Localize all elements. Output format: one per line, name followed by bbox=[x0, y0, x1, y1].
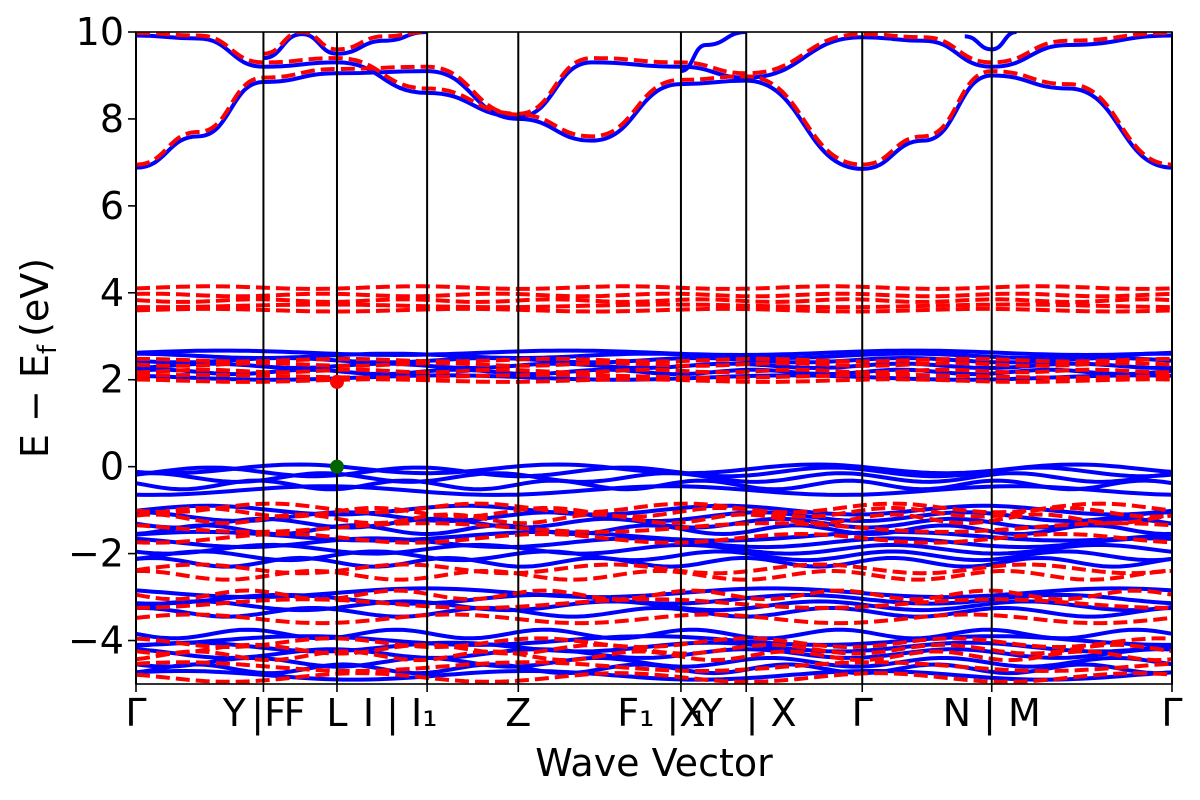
band-line-dashed bbox=[136, 377, 1172, 384]
x-tick-label: Z bbox=[505, 691, 531, 735]
y-tick-label: 4 bbox=[100, 271, 124, 315]
cbm-marker bbox=[329, 374, 344, 389]
band-line-solid bbox=[136, 471, 1172, 484]
band-line-dashed bbox=[136, 562, 1172, 576]
band-line-solid bbox=[964, 32, 1017, 52]
x-tick-label: F bbox=[284, 691, 306, 735]
y-axis-title-unit: (eV) bbox=[13, 258, 57, 337]
x-tick-label: ₁ bbox=[691, 691, 706, 735]
x-tick-label: |F bbox=[251, 691, 286, 736]
band-line-dashed bbox=[136, 297, 1172, 304]
band-line-solid bbox=[136, 33, 1172, 119]
band-line-dashed bbox=[136, 356, 1172, 364]
band-line-solid bbox=[136, 465, 1172, 479]
x-tick-label: I | I₁ bbox=[363, 691, 438, 736]
band-line-solid bbox=[136, 634, 1172, 647]
band-line-dashed bbox=[136, 32, 1172, 116]
y-axis: −4 −2 0 2 4 6 8 10 bbox=[68, 10, 136, 663]
band-line-solid bbox=[136, 69, 1172, 171]
y-axis-title: E − Ef (eV) bbox=[13, 258, 63, 458]
plot-frame bbox=[135, 31, 1173, 685]
band-line-dashed bbox=[136, 373, 1172, 380]
band-line-dashed bbox=[136, 506, 1172, 519]
band-line-solid bbox=[136, 606, 1172, 619]
band-line-dashed bbox=[136, 501, 1172, 515]
x-axis-title: Wave Vector bbox=[535, 741, 773, 785]
band-line-dashed bbox=[136, 512, 1172, 526]
y-tick-label: −4 bbox=[68, 619, 124, 663]
y-tick-label: 2 bbox=[100, 358, 124, 402]
y-tick-label: −2 bbox=[68, 532, 124, 576]
band-line-dashed bbox=[136, 302, 1172, 310]
band-line-solid bbox=[680, 32, 747, 74]
x-tick-label: Γ bbox=[125, 691, 146, 735]
y-axis-title-main: E − E bbox=[13, 354, 57, 458]
band-line-solid bbox=[136, 536, 1172, 550]
band-edge-markers bbox=[329, 374, 344, 474]
band-line-dashed bbox=[136, 569, 1172, 582]
band-line-solid bbox=[136, 484, 1172, 497]
x-tick-label: Y bbox=[222, 691, 247, 735]
band-line-dashed bbox=[136, 367, 1172, 375]
y-tick-label: 8 bbox=[100, 97, 124, 141]
band-line-dashed bbox=[136, 284, 1172, 291]
band-line-dashed bbox=[136, 531, 1172, 545]
band-line-dashed bbox=[136, 521, 1172, 534]
band-line-solid bbox=[136, 669, 1172, 682]
band-line-solid bbox=[136, 542, 1172, 556]
band-line-dashed bbox=[136, 636, 1172, 649]
band-line-dashed bbox=[136, 649, 1172, 663]
y-tick-label: 0 bbox=[100, 445, 124, 489]
y-axis-title-sub: f bbox=[33, 344, 63, 354]
y-tick-label: 6 bbox=[100, 184, 124, 228]
band-line-dashed bbox=[136, 597, 1172, 610]
x-tick-label: F₁ |X bbox=[617, 691, 705, 736]
vbm-marker bbox=[329, 459, 344, 474]
x-tick-label: N | M bbox=[943, 691, 1041, 736]
x-tick-label: Γ bbox=[852, 691, 873, 735]
band-line-dashed bbox=[136, 361, 1172, 368]
band-line-dashed bbox=[136, 612, 1172, 626]
band-line-dashed bbox=[136, 671, 1172, 684]
x-tick-label: | X bbox=[746, 691, 797, 736]
x-tick-label: L bbox=[326, 691, 347, 735]
x-tick-label: Y bbox=[698, 691, 723, 735]
band-line-dashed bbox=[136, 588, 1172, 602]
y-tick-label: 10 bbox=[76, 10, 124, 54]
plot-bands bbox=[136, 32, 1172, 684]
band-line-dashed bbox=[136, 291, 1172, 299]
band-line-dashed bbox=[136, 660, 1172, 674]
x-tick-label: Γ bbox=[1161, 691, 1182, 735]
band-line-dashed bbox=[136, 306, 1172, 314]
